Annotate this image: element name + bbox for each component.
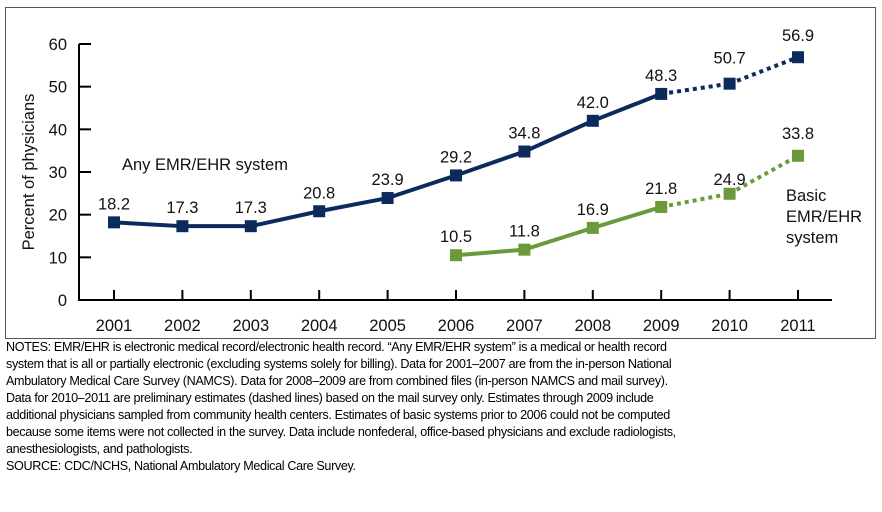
series-1-point (723, 187, 736, 200)
series-0-segment (660, 81, 730, 96)
line-chart: Percent of physicians Any EMR/EHR system… (20, 27, 862, 335)
series-0-data-label: 50.7 (714, 50, 746, 68)
x-tick-label: 2007 (506, 317, 543, 335)
y-axis-label: Percent of physicians (20, 94, 38, 251)
series-1-data-label: 16.9 (577, 201, 609, 219)
series-1-point (792, 149, 804, 162)
series-1-data-label: 21.8 (645, 180, 677, 198)
legend-any: Any EMR/EHR system (122, 156, 288, 174)
notes: NOTES: EMR/EHR is electronic medical rec… (6, 339, 882, 475)
series-0-data-label: 42.0 (577, 94, 609, 112)
x-tick-label: 2002 (164, 317, 201, 335)
series-0-point (723, 77, 736, 90)
series-0-point (518, 145, 531, 158)
x-tick-label: 2004 (301, 317, 338, 335)
series-1-segment (660, 191, 730, 209)
series-0-segment (523, 118, 594, 154)
series-1-data-label: 10.5 (440, 228, 472, 246)
series-1-point (655, 200, 668, 213)
y-tick-label: 0 (58, 292, 67, 310)
x-tick-label: 2008 (574, 317, 611, 335)
series-0-point (244, 220, 257, 233)
series-1-data-label: 33.8 (782, 125, 814, 143)
x-tick-label: 2003 (232, 317, 269, 335)
y-tick-label: 60 (49, 36, 67, 54)
notes-text: NOTES: EMR/EHR is electronic medical rec… (6, 340, 676, 456)
legend-basic-1: Basic (786, 187, 826, 205)
x-tick-label: 2005 (369, 317, 406, 335)
x-tick-label: 2010 (711, 317, 748, 335)
series-1-point (518, 243, 531, 256)
series-0-segment (455, 149, 526, 178)
series-0-segment (250, 209, 320, 229)
chart-frame (5, 7, 876, 339)
y-tick-label: 10 (49, 249, 67, 267)
series-1-data-label: 11.8 (509, 223, 540, 241)
series-0-segment (318, 196, 388, 214)
series-1-point (450, 249, 462, 262)
series-0-point (108, 216, 120, 229)
x-tick-label: 2006 (438, 317, 475, 335)
series-1-segment (523, 225, 594, 252)
series-0-data-label: 29.2 (440, 148, 472, 166)
series-0-point (792, 51, 804, 64)
series-0-point (313, 205, 326, 218)
series-0-segment (386, 173, 457, 200)
series-1-data-label: 24.9 (714, 171, 746, 189)
legend-basic-2: EMR/EHR (786, 208, 862, 226)
y-tick-label: 50 (49, 79, 67, 97)
series-0-data-label: 34.8 (508, 125, 540, 143)
series-0-data-label: 17.3 (235, 199, 267, 217)
x-tick-label: 2001 (96, 317, 133, 335)
series-0-data-label: 17.3 (166, 199, 198, 217)
legend-basic-3: system (786, 229, 838, 247)
series-0-data-label: 48.3 (645, 67, 677, 85)
series-0-point (450, 169, 462, 182)
series-0-point (655, 87, 668, 100)
series-0-segment (113, 220, 183, 229)
y-tick-label: 20 (49, 207, 67, 225)
series-1-segment (592, 205, 662, 230)
series-1-point (586, 221, 599, 234)
series-0-point (381, 192, 394, 205)
source-text: SOURCE: CDC/NCHS, National Ambulatory Me… (6, 459, 356, 473)
series-0-data-label: 56.9 (782, 27, 814, 45)
series-0-segment (592, 92, 662, 123)
series-0-point (176, 220, 189, 233)
y-tick-label: 30 (49, 164, 67, 182)
series-0-point (586, 114, 599, 127)
x-tick-label: 2011 (780, 317, 815, 335)
series-1-segment (455, 247, 525, 258)
series-1-segment (728, 154, 799, 196)
series-0-data-label: 20.8 (303, 184, 335, 202)
series-0-data-label: 23.9 (372, 171, 404, 189)
series-0-data-label: 18.2 (98, 195, 130, 213)
y-tick-label: 40 (49, 121, 67, 139)
x-tick-label: 2009 (643, 317, 680, 335)
